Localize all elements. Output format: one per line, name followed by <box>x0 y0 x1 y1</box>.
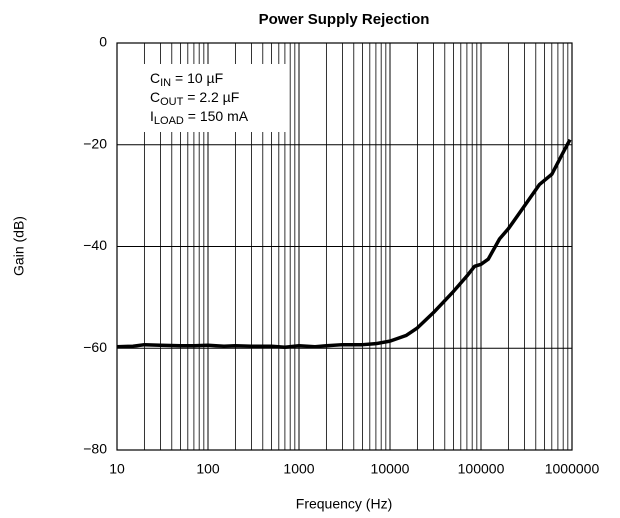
annotation-sub: OUT <box>160 96 184 108</box>
annotation-sub: LOAD <box>154 115 184 127</box>
plot-frame <box>116 42 573 451</box>
x-tick-label: 100 <box>196 461 220 477</box>
y-tick-label: −80 <box>83 441 107 457</box>
y-axis-label: Gain (dB) <box>11 216 27 276</box>
y-tick-label: 0 <box>99 34 107 50</box>
y-tick-label: −40 <box>83 237 107 253</box>
annotation: COUT = 2.2 µF <box>150 89 239 108</box>
annotation: ILOAD = 150 mA <box>150 108 249 127</box>
data-line <box>116 138 572 349</box>
x-tick-label: 10 <box>109 461 125 477</box>
chart-title: Power Supply Rejection <box>259 11 430 28</box>
x-tick-label: 1000000 <box>545 461 600 477</box>
x-tick-label: 100000 <box>458 461 505 477</box>
y-tick-label: −60 <box>83 339 107 355</box>
annotation-rest: = 10 µF <box>171 70 223 86</box>
y-tick-label: −20 <box>83 135 107 151</box>
x-tick-label: 10000 <box>371 461 410 477</box>
annotation-rest: = 150 mA <box>184 108 249 124</box>
annotation-box <box>140 64 286 132</box>
x-axis-label: Frequency (Hz) <box>296 496 392 512</box>
annotation-main: I <box>150 108 154 124</box>
annotation: CIN = 10 µF <box>150 70 223 89</box>
x-tick-label: 1000 <box>283 461 314 477</box>
annotation-main: C <box>150 89 160 105</box>
annotation-rest: = 2.2 µF <box>183 89 239 105</box>
annotation-sub: IN <box>160 77 171 89</box>
annotation-main: C <box>150 70 160 86</box>
